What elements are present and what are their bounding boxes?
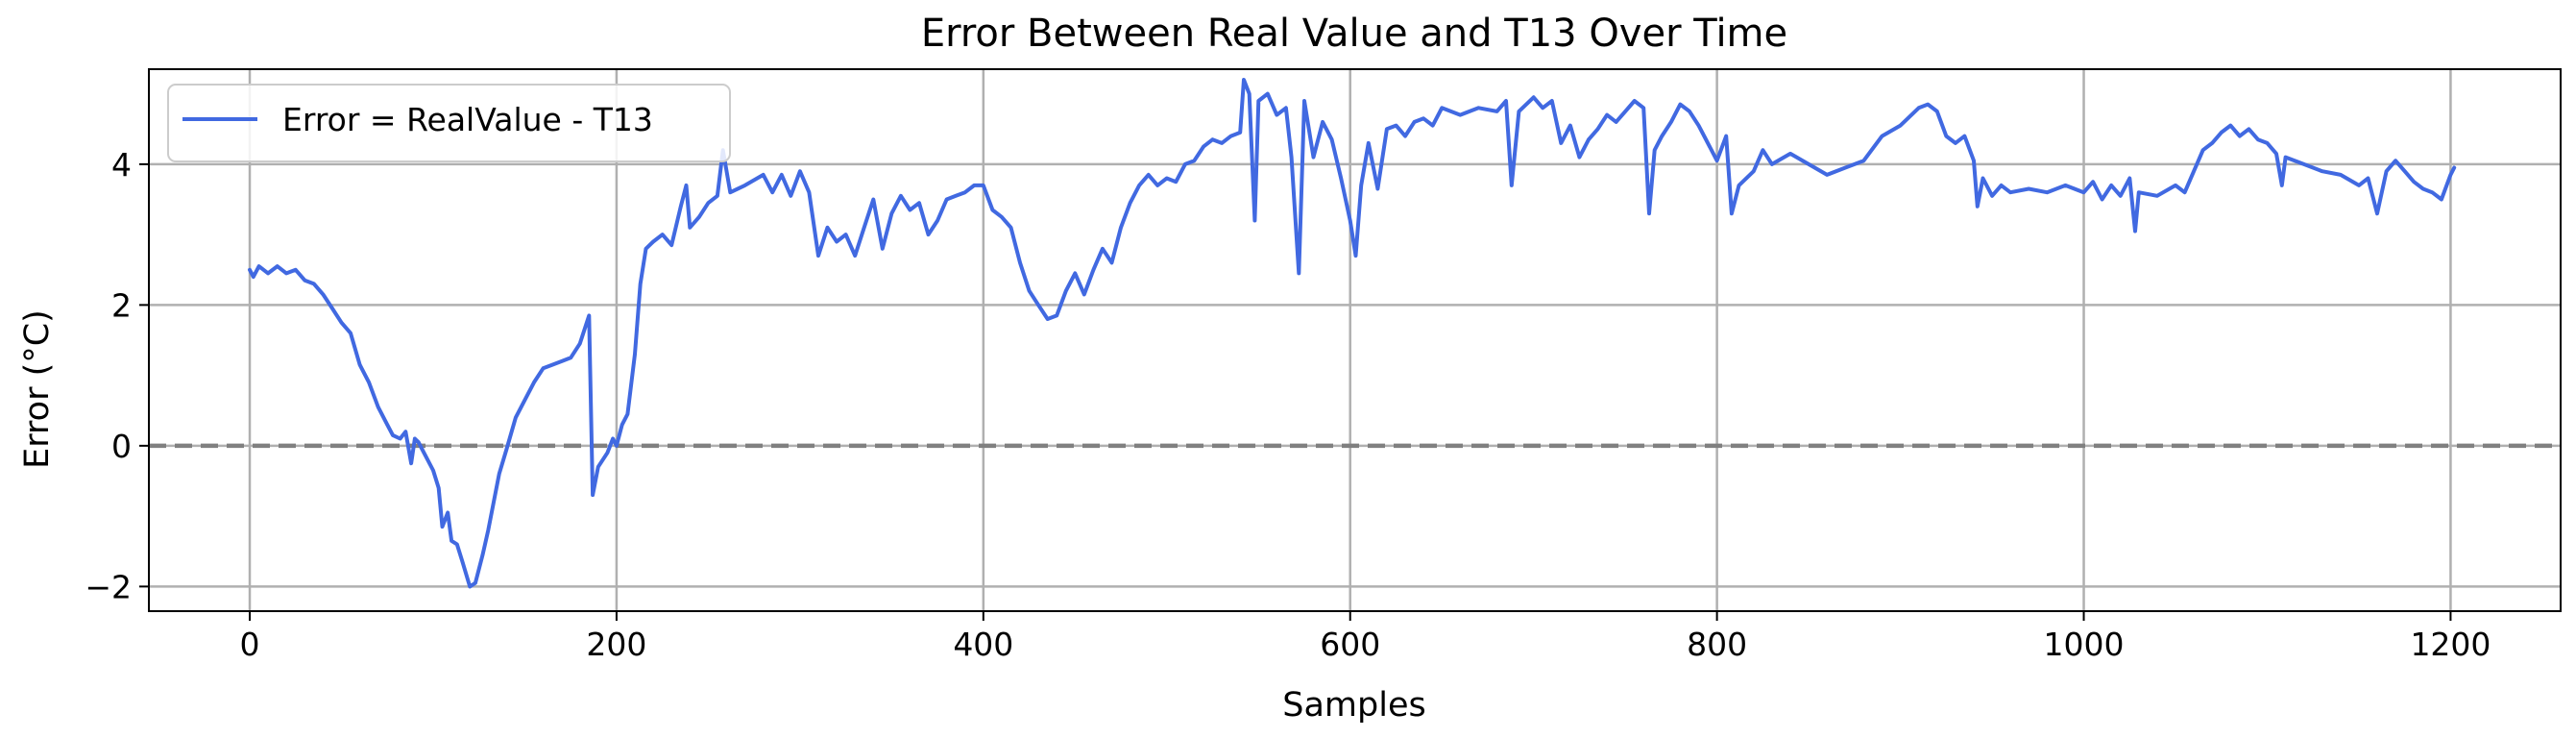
legend: Error = RealValue - T13 [167, 84, 731, 162]
x-axis-label: Samples [1282, 686, 1425, 725]
chart-title: Error Between Real Value and T13 Over Ti… [921, 12, 1787, 56]
x-tick-label: 1200 [2410, 626, 2491, 663]
x-tick-label: 200 [586, 626, 646, 663]
x-tick-label: 0 [240, 626, 260, 663]
y-axis-label: Error (°C) [18, 309, 57, 469]
x-tick-label: 400 [953, 626, 1013, 663]
y-tick-label: 4 [111, 146, 132, 184]
x-tick-label: 800 [1687, 626, 1747, 663]
series-line-error [248, 78, 2457, 589]
legend-label-error: Error = RealValue - T13 [282, 101, 653, 138]
y-tick-label: −2 [85, 568, 132, 605]
legend-box [167, 84, 731, 162]
plot-frame [148, 68, 2562, 612]
y-axis-ticks: −2 0 2 4 [85, 146, 149, 605]
x-axis-ticks: 0 200 400 600 800 1000 1200 [240, 611, 2491, 663]
x-tick-label: 1000 [2044, 626, 2125, 663]
x-tick-label: 600 [1320, 626, 1380, 663]
y-tick-label: 0 [111, 428, 132, 465]
y-tick-label: 2 [111, 286, 132, 324]
